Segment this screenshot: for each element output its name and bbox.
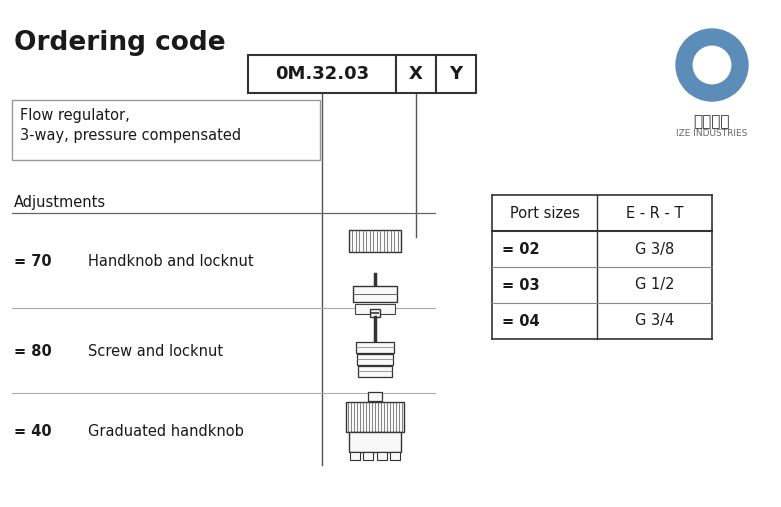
Bar	[248, 55, 396, 93]
Text: Screw and locknut: Screw and locknut	[88, 344, 223, 359]
Text: Y: Y	[449, 65, 462, 83]
Bar	[436, 55, 476, 93]
Bar	[368, 391, 382, 401]
Text: G 1/2: G 1/2	[635, 277, 674, 293]
Text: Ordering code: Ordering code	[14, 30, 226, 56]
Text: G 3/8: G 3/8	[635, 241, 674, 257]
Bar	[346, 402, 404, 431]
Text: = 03: = 03	[502, 277, 540, 293]
Bar	[349, 431, 401, 452]
Text: Graduated handknob: Graduated handknob	[88, 424, 244, 439]
Circle shape	[676, 29, 748, 101]
Text: 3-way, pressure compensated: 3-way, pressure compensated	[20, 128, 241, 143]
Bar	[350, 452, 360, 459]
Bar	[12, 100, 320, 160]
Bar	[370, 308, 380, 316]
Text: Handknob and locknut: Handknob and locknut	[88, 254, 254, 269]
Bar	[358, 366, 392, 377]
Bar	[377, 452, 387, 459]
Text: = 04: = 04	[502, 313, 540, 329]
Text: = 80: = 80	[14, 344, 52, 359]
Bar	[363, 452, 373, 459]
Bar	[396, 55, 436, 93]
Bar	[355, 304, 395, 313]
Bar	[390, 452, 400, 459]
Text: G 3/4: G 3/4	[635, 313, 674, 329]
Text: X: X	[409, 65, 423, 83]
Text: 爱泽工业: 爱泽工业	[694, 114, 730, 129]
Text: = 40: = 40	[14, 424, 52, 439]
Bar	[357, 353, 393, 365]
Bar	[349, 230, 401, 251]
Bar	[356, 342, 394, 352]
Text: Flow regulator,: Flow regulator,	[20, 108, 130, 123]
Text: Port sizes: Port sizes	[509, 205, 580, 221]
Text: Adjustments: Adjustments	[14, 195, 106, 210]
Text: E - R - T: E - R - T	[626, 205, 683, 221]
Bar	[353, 285, 397, 302]
Text: IZE INDUSTRIES: IZE INDUSTRIES	[676, 129, 747, 138]
Text: = 70: = 70	[14, 254, 52, 269]
Text: 0M.32.03: 0M.32.03	[275, 65, 369, 83]
Text: = 02: = 02	[502, 241, 540, 257]
Circle shape	[694, 46, 731, 84]
